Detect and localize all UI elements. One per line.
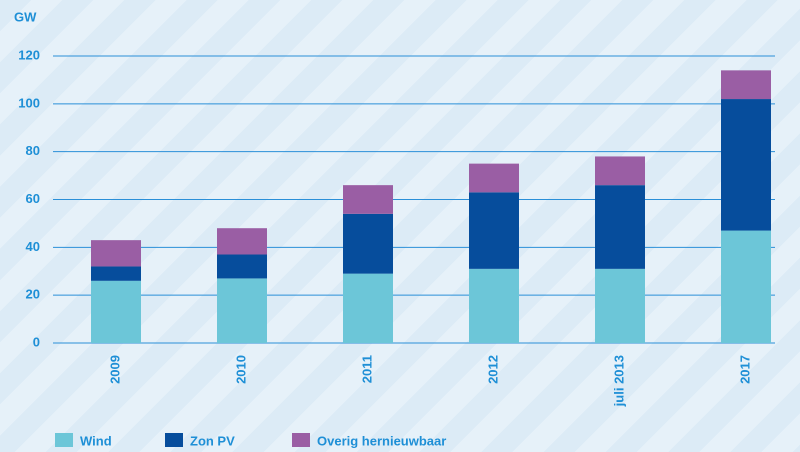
- legend-swatch: [55, 433, 73, 447]
- bar-segment: [721, 230, 771, 343]
- legend-swatch: [292, 433, 310, 447]
- legend-label: Wind: [80, 433, 112, 448]
- bar-segment: [91, 280, 141, 343]
- bar-segment: [721, 70, 771, 100]
- legend-label: Overig hernieuwbaar: [317, 433, 446, 448]
- bar-segment: [595, 268, 645, 343]
- bar-segment: [91, 240, 141, 267]
- bar-segment: [217, 278, 267, 343]
- bar-segment: [91, 266, 141, 281]
- bar-segment: [217, 228, 267, 255]
- y-tick-label: 100: [18, 95, 40, 110]
- bar-segment: [721, 99, 771, 231]
- x-tick-label: 2017: [737, 355, 752, 384]
- y-tick-label: 80: [26, 143, 40, 158]
- bar-segment: [595, 185, 645, 269]
- bar-segment: [343, 185, 393, 214]
- y-tick-label: 60: [26, 191, 40, 206]
- y-axis-unit: GW: [14, 9, 37, 24]
- bar-segment: [217, 254, 267, 279]
- y-tick-label: 0: [33, 334, 40, 349]
- x-tick-label: 2011: [359, 355, 374, 383]
- legend-label: Zon PV: [190, 433, 235, 448]
- bar-segment: [343, 273, 393, 343]
- y-tick-label: 20: [26, 287, 40, 302]
- y-tick-label: 40: [26, 239, 40, 254]
- bar-segment: [469, 163, 519, 193]
- x-tick-label: 2010: [233, 355, 248, 384]
- bar-segment: [595, 156, 645, 186]
- legend-swatch: [165, 433, 183, 447]
- x-tick-label: 2009: [107, 355, 122, 384]
- x-tick-label: juli 2013: [611, 355, 626, 407]
- bar-segment: [469, 192, 519, 269]
- y-tick-label: 120: [18, 47, 40, 62]
- x-tick-label: 2012: [485, 355, 500, 384]
- bar-segment: [469, 268, 519, 343]
- bar-segment: [343, 213, 393, 274]
